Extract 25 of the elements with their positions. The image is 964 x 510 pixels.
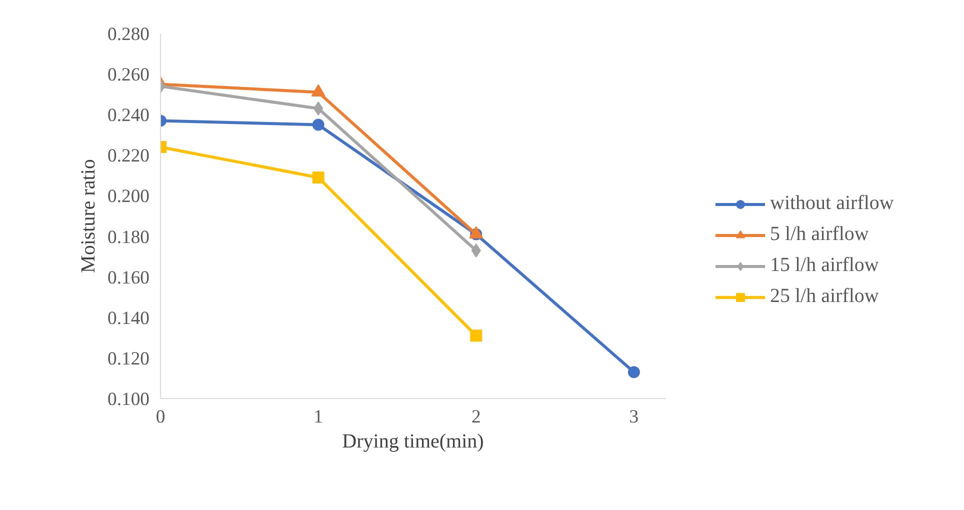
y-tick-label: 0.100 [108,389,150,410]
point [312,171,324,184]
point [312,118,324,131]
point [313,102,324,116]
x-axis-title: Drying time(min) [342,430,484,452]
point [470,330,482,342]
legend-label: without airflow [770,192,894,215]
y-tick-label: 0.280 [108,24,150,45]
y-tick-label: 0.160 [108,267,150,288]
y-tick-label: 0.260 [108,64,150,86]
y-tick-label: 0.240 [108,105,150,126]
y-tick-label: 0.200 [108,186,150,208]
legend-label: 5 l/h airflow [770,223,869,246]
y-tick-label: 0.180 [108,226,150,248]
x-tick-label: 0 [156,406,166,428]
legend-label: 25 l/h airflow [770,285,879,308]
y-tick-label: 0.220 [108,146,150,167]
x-tick-label: 2 [471,406,481,428]
legend-label: 15 l/h airflow [770,254,879,277]
y-tick-label: 0.120 [108,348,150,370]
point [628,366,640,378]
y-tick-label: 0.140 [108,308,150,329]
y-axis-title: Moisture ratio [78,159,100,273]
x-tick-label: 3 [629,406,639,428]
x-tick-label: 1 [314,406,323,428]
